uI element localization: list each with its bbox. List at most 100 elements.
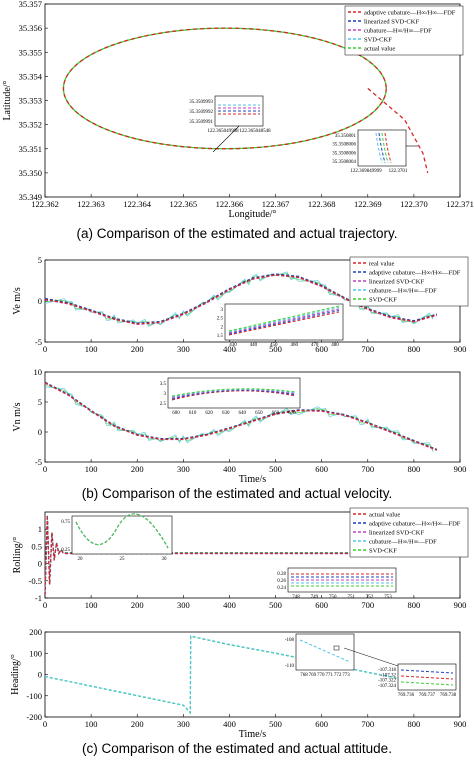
inset-y-tick-label: 0.28 — [277, 572, 286, 577]
inset-series — [228, 310, 340, 335]
legend-box — [349, 507, 469, 558]
inset-series — [75, 513, 169, 549]
x-tick-label: 200 — [131, 344, 144, 354]
inset-y-tick-label: -107.324 — [378, 684, 396, 689]
y-axis-label: Latitude/° — [2, 80, 13, 120]
inset-y-tick-label: 0.25 — [61, 548, 70, 553]
x-axis-label: Time/s — [239, 729, 267, 737]
legend-entry: linearized SVD-CKF — [364, 19, 419, 26]
legend-entry: actual value — [364, 46, 395, 53]
legend-entry: adaptive cubature—H∞/H∞—FDF — [369, 521, 461, 528]
inset-y-tick-label: 35.350801 — [335, 134, 357, 139]
inset-y-tick-label: 35.3508006 — [332, 151, 356, 156]
legend-entry: cubature—H∞/H∞—FDF — [364, 28, 432, 35]
y-tick-label: 35.355 — [19, 47, 42, 57]
x-tick-label: 600 — [315, 464, 328, 474]
x-tick-label: 700 — [361, 600, 374, 610]
roll-actual — [44, 515, 437, 595]
inset-x-tick-label: 670 — [288, 411, 296, 416]
inset-frame — [295, 633, 355, 671]
y-tick-label: 35.353 — [19, 96, 42, 106]
y-tick-label: 0 — [38, 670, 42, 680]
inset-x-tick-label: 769.736 — [398, 693, 415, 698]
x-tick-label: 400 — [223, 719, 236, 729]
y-tick-label: 200 — [29, 627, 42, 637]
inset-series — [384, 132, 392, 164]
inset-x-tick-label: 470 — [311, 343, 319, 348]
inset-y-tick-label: 3 — [221, 308, 224, 313]
inset-y-tick-label: 35.3509993 — [189, 100, 213, 105]
inset-y-tick-label: 35.3509991 — [189, 120, 213, 125]
x-tick-label: 400 — [223, 600, 236, 610]
inset-x-tick-label: 620 — [205, 411, 213, 416]
inset-series — [400, 669, 454, 674]
inset-x-tick-label: 30 — [162, 557, 168, 562]
x-tick-label: 100 — [85, 719, 98, 729]
x-tick-label: 600 — [315, 344, 328, 354]
inset-y-tick-label: -107.32 — [381, 673, 397, 678]
inset-y-tick-label: -110 — [285, 664, 294, 669]
ve-actual — [44, 274, 438, 325]
x-tick-label: 122.368 — [308, 199, 336, 209]
x-tick-label: 800 — [408, 719, 421, 729]
inset-x-tick-label: 771 — [325, 673, 333, 678]
inset-pointer — [343, 647, 399, 667]
inset-x-tick-label: 769 — [309, 673, 317, 678]
y-tick-label: 35.349 — [19, 192, 42, 202]
inset-x-tick-label: 772 — [334, 673, 342, 678]
inset-y-tick-label: 3 — [164, 392, 167, 397]
inset-x-tick-label: 440 — [250, 343, 258, 348]
x-tick-label: 200 — [131, 464, 144, 474]
inset-series — [400, 681, 454, 686]
y-tick-label: 100 — [29, 648, 42, 658]
x-tick-label: 900 — [454, 344, 467, 354]
legend-entry: linearized SVD-CKF — [369, 530, 424, 537]
inset-x-tick-label: 450 — [270, 343, 278, 348]
y-tick-label: 1 — [38, 524, 42, 534]
x-tick-label: 900 — [454, 719, 467, 729]
x-tick-label: 300 — [177, 344, 190, 354]
plot-frame — [44, 371, 461, 463]
trajectory-chart: 122.362 122.363 122.364 122.365 122.366 122.3… — [2, 0, 474, 220]
x-axis-label: Time/s — [239, 474, 267, 482]
legend-entry: linearized SVD-CKF — [369, 279, 424, 286]
inset-y-tick-label: 1.5 — [217, 334, 224, 339]
inset-x-tick-label: 650 — [255, 411, 263, 416]
x-tick-label: 800 — [408, 600, 421, 610]
inset-zoom-box — [333, 645, 340, 651]
legend-entry: actual value — [369, 512, 400, 519]
inset-y-tick-label: 3.5 — [160, 382, 167, 387]
inset-series — [375, 132, 383, 164]
inset-y-tick-label: -107.322 — [378, 679, 396, 684]
x-tick-label: 0 — [43, 600, 47, 610]
y-tick-label: 35.357 — [19, 0, 42, 9]
inset-frame — [71, 515, 173, 555]
heading-cubature — [44, 635, 438, 714]
x-tick-label: 600 — [315, 719, 328, 729]
x-tick-label: 300 — [177, 600, 190, 610]
inset-x-tick-label: 660 — [272, 411, 280, 416]
inset-y-tick-label: -108 — [285, 638, 295, 643]
velocity-north-chart: 0 100 200 300 400 500 600 700 800 9001050-5Time/s… — [12, 367, 466, 482]
x-axis-label: Longitude/° — [229, 209, 277, 220]
inset-y-tick-label: 0.75 — [61, 520, 70, 525]
y-tick-label: 0 — [38, 427, 42, 437]
inset-x-tick-label: 20 — [78, 557, 84, 562]
vn-actual — [44, 382, 438, 451]
inset-series — [381, 132, 389, 164]
x-tick-label: 100 — [85, 600, 98, 610]
caption-a: (a) Comparison of the estimated and actu… — [76, 226, 398, 241]
y-tick-label: 0.5 — [31, 541, 42, 551]
x-tick-label: 0 — [43, 464, 47, 474]
inset-y-tick-label: 2.5 — [160, 402, 167, 407]
inset-y-tick-label: 35.3509992 — [189, 110, 213, 115]
inset-series — [378, 132, 386, 164]
x-tick-label: 100 — [85, 344, 98, 354]
inset-x-tick-label: 122.369849999 — [350, 169, 382, 174]
x-tick-label: 600 — [315, 600, 328, 610]
y-axis-label: Vn m/s — [12, 402, 23, 431]
x-tick-label: 122.363 — [77, 199, 105, 209]
inset-x-tick-label: 750 — [329, 595, 337, 600]
legend-entry: real value — [369, 261, 395, 268]
